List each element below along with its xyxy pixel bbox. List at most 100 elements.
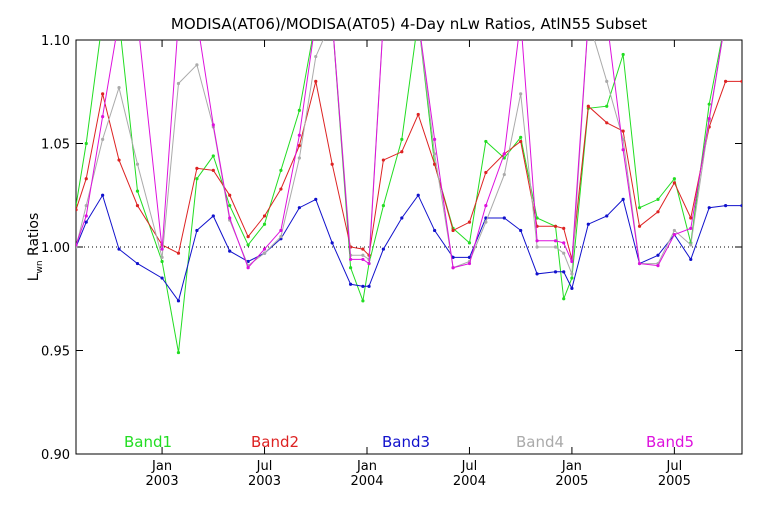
data-point-band3	[562, 270, 566, 274]
data-point-band5	[672, 232, 676, 237]
data-point-band2	[672, 181, 676, 185]
data-point-band1	[724, 18, 727, 21]
data-point-band4	[262, 251, 267, 255]
data-point-band1	[570, 276, 574, 280]
data-point-band2	[433, 162, 437, 166]
data-point-band5	[570, 259, 574, 264]
data-point-band3	[433, 228, 437, 233]
x-tick-label-month: Jan	[561, 459, 582, 474]
data-point-band3	[176, 299, 181, 303]
data-point-band5	[211, 123, 215, 127]
data-point-band2	[586, 104, 590, 108]
data-point-band4	[135, 162, 140, 166]
data-point-band5	[562, 241, 566, 245]
data-point-band3	[381, 247, 385, 251]
data-point-band5	[361, 257, 365, 262]
data-point-band4	[279, 235, 283, 239]
data-point-band1	[467, 241, 472, 245]
data-point-band2	[246, 235, 250, 239]
data-point-band2	[101, 92, 105, 96]
data-point-band2	[605, 121, 609, 125]
data-point-band5	[297, 133, 301, 137]
data-point-band2	[484, 170, 488, 175]
y-tick-label: 1.10	[41, 34, 70, 49]
data-point-band5	[367, 261, 371, 266]
legend-entry-band1: Band1	[124, 433, 172, 451]
series-line-band5	[76, 40, 723, 269]
data-point-band5	[348, 257, 353, 262]
data-point-band2	[553, 224, 558, 228]
data-point-band3	[502, 216, 506, 220]
data-point-band3	[689, 257, 693, 262]
data-point-band1	[84, 141, 88, 146]
y-tick-label: 0.95	[41, 345, 70, 360]
data-point-band3	[724, 204, 728, 208]
data-point-band4	[176, 81, 181, 86]
data-point-band4	[433, 152, 437, 156]
data-point-band5	[724, 18, 727, 21]
data-point-band5	[279, 228, 283, 233]
data-point-band1	[246, 243, 250, 247]
data-point-band2	[724, 79, 728, 83]
data-point-band1	[621, 52, 625, 57]
data-point-band4	[195, 63, 199, 67]
data-point-band5	[502, 152, 506, 156]
legend: Band1 Band2 Band3 Band4 Band5	[124, 433, 694, 451]
x-tick-label-month: Jan	[151, 459, 172, 474]
data-point-band4	[101, 137, 105, 141]
y-axis-label: Lwn Ratios	[26, 213, 45, 282]
series-layer	[76, 18, 743, 355]
data-point-band1	[101, 18, 104, 21]
data-point-band1	[361, 299, 365, 303]
data-point-band3	[211, 214, 215, 218]
data-point-band2	[451, 228, 455, 233]
data-point-band4	[484, 220, 488, 224]
data-point-band4	[84, 204, 88, 208]
data-point-band5	[117, 18, 120, 21]
data-point-band1	[195, 177, 199, 181]
data-point-band1	[297, 108, 301, 112]
data-point-band3	[297, 206, 301, 210]
data-point-band5	[84, 214, 88, 218]
data-point-band2	[211, 168, 215, 173]
data-point-band3	[367, 284, 371, 288]
data-point-band2	[195, 166, 199, 170]
data-point-band4	[553, 245, 558, 249]
data-point-band5	[535, 239, 539, 243]
data-point-band3	[605, 214, 609, 218]
data-point-band1	[740, 18, 743, 21]
data-point-band3	[656, 253, 660, 257]
data-point-band4	[519, 92, 523, 96]
data-point-band1	[160, 259, 164, 264]
data-point-band3	[416, 193, 420, 197]
data-point-band1	[519, 135, 523, 139]
data-point-band3	[400, 216, 404, 220]
data-point-band5	[433, 137, 437, 141]
data-point-band1	[211, 154, 215, 158]
data-point-band1	[348, 266, 353, 270]
x-tick-label-year: 2003	[248, 474, 281, 489]
data-point-band3	[246, 259, 250, 264]
data-point-band2	[297, 143, 301, 148]
y-axis-label-main: L	[26, 273, 42, 281]
y-axis-label-rest: Ratios	[26, 213, 42, 261]
data-point-band1	[279, 168, 283, 173]
data-point-band3	[195, 228, 199, 233]
data-point-band2	[416, 112, 420, 117]
data-point-band4	[361, 253, 365, 257]
data-point-band3	[570, 286, 574, 290]
x-tick-label-year: 2004	[350, 474, 383, 489]
data-point-band2	[689, 216, 693, 220]
data-point-band3	[361, 284, 365, 288]
data-point-band5	[621, 148, 625, 152]
data-point-band3	[348, 282, 353, 286]
data-point-band1	[707, 102, 711, 106]
data-point-band4	[570, 272, 574, 276]
data-point-band2	[76, 208, 78, 212]
data-point-band1	[535, 216, 539, 220]
data-point-band2	[228, 193, 232, 197]
data-point-band5	[160, 247, 164, 251]
data-point-band2	[361, 247, 365, 251]
data-point-band2	[262, 214, 267, 218]
